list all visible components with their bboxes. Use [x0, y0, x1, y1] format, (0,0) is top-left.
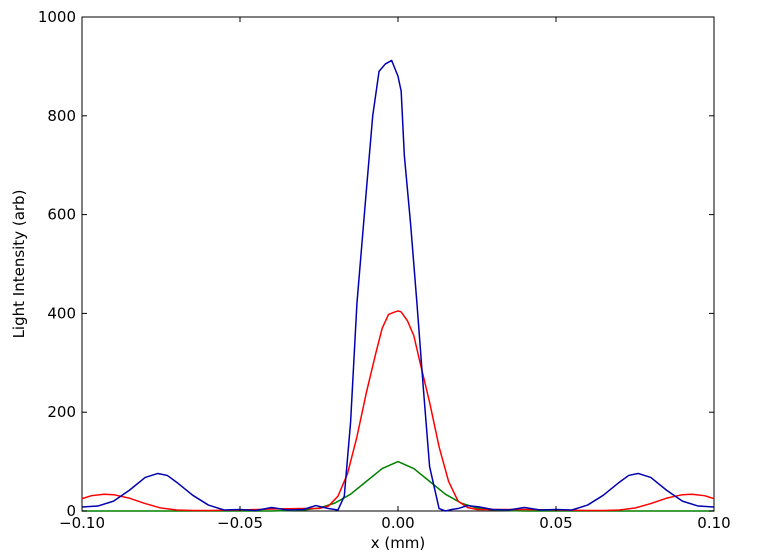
tick-layer: −0.10 −0.05 0.00 0.05 0.10 0 200 400 600 800 1000: [38, 8, 731, 532]
y-tick-label: 0: [66, 502, 76, 520]
x-tick-label: −0.10: [59, 514, 105, 532]
y-axis-label: Light Intensity (arb): [10, 190, 28, 339]
x-tick-label: 0.05: [539, 514, 572, 532]
plot-area: [81, 16, 715, 512]
y-tick-label: 200: [47, 403, 76, 421]
x-axis-label: x (mm): [371, 534, 426, 552]
y-tick-label: 600: [47, 206, 76, 224]
y-tick-label: 1000: [38, 8, 76, 26]
y-tick-label: 400: [47, 304, 76, 322]
y-tick-label: 800: [47, 107, 76, 125]
series-line-2: [81, 310, 715, 512]
series-layer: [81, 59, 715, 512]
x-tick-label: −0.05: [217, 514, 263, 532]
x-tick-label: 0.10: [697, 514, 730, 532]
x-tick-label: 0.00: [381, 514, 414, 532]
series-line-3: [81, 59, 715, 512]
